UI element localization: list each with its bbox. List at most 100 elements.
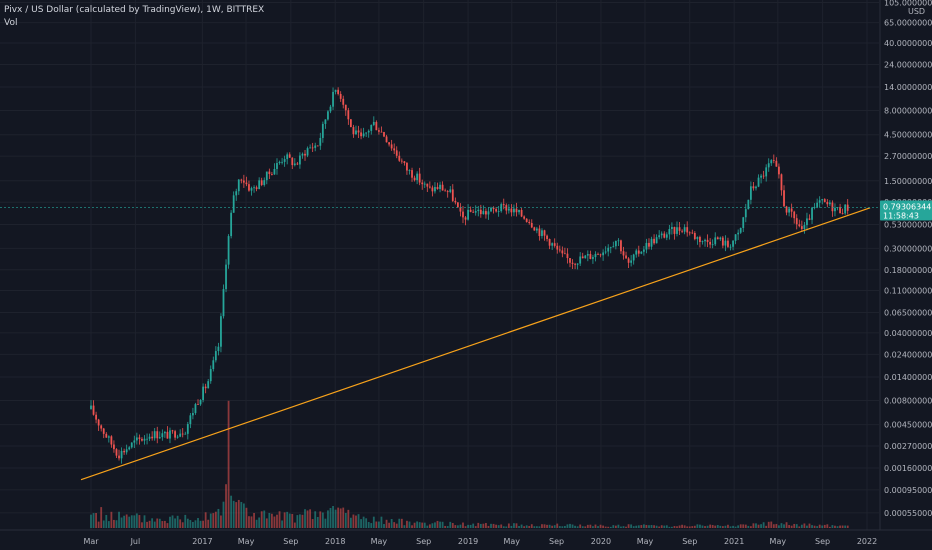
volume-bar [785,522,788,528]
candle-body [793,211,796,219]
y-tick-label: 0.18000000 [884,266,932,275]
candle-body [650,238,653,247]
volume-bar [487,525,490,528]
volume-bar [388,522,390,528]
volume-bar [123,515,126,528]
volume-bar [141,522,143,528]
candle-body [574,263,576,265]
y-tick-label: 0.00450000 [884,421,932,430]
y-tick-label: 65.00000000 [884,19,932,28]
candle-body [347,110,350,120]
candle-body [181,433,184,435]
volume-bar [161,521,164,528]
time-axis[interactable]: Mar Jul 2017 May Sep 2018 May Sep 2019 May Sep 2020… [0,529,932,546]
volume-bar [599,524,602,528]
candle-body [441,184,444,191]
volume-bar [327,510,329,528]
volume-bar [105,514,108,528]
volume-bar [811,525,813,528]
x-tick-label: Sep [283,537,298,546]
volume-bar [403,525,406,528]
volume-bar [250,516,253,528]
volume-bar [260,511,263,528]
candle-body [683,227,686,232]
candle-body [339,93,342,99]
volume-bar [306,510,309,528]
candle-body [462,211,464,218]
candle-body [737,232,740,235]
candle-body [625,255,627,259]
candle-body [283,159,286,162]
volume-bar [293,522,296,528]
volume-bar [194,520,197,528]
volume-bar [645,524,648,528]
candle-body [729,246,732,248]
volume-bar [665,525,668,528]
candle-body [113,444,115,450]
candle-body [439,184,441,190]
volume-bar [569,523,571,528]
candle-body [592,257,594,259]
candle-body [217,346,220,352]
candle-body [541,230,543,237]
candle-body [311,147,314,149]
candle-body [732,240,734,247]
candle-body [130,442,133,448]
volume-bar [607,526,610,528]
volume-bar [416,521,419,528]
candle-body [192,413,194,416]
x-tick-label: Sep [416,537,431,546]
candle-body [222,289,225,317]
candle-body [645,242,648,250]
volume-bar [270,513,273,528]
volume-bar [355,515,357,528]
symbol-title[interactable]: Pivx / US Dollar (calculated by TradingV… [4,5,265,15]
candle-body [749,186,752,200]
candle-body [620,240,622,252]
candle-body [451,189,454,201]
candle-body [92,405,95,415]
volume-bar [143,515,146,528]
volume-bar [314,511,317,528]
volume-label[interactable]: Vol [4,18,18,28]
candle-body [296,163,299,165]
candle-body [260,180,263,185]
volume-bar [630,524,633,528]
candle-body [795,218,798,225]
candle-body [321,123,324,138]
candle-body [120,450,123,459]
candle-body [174,431,176,438]
trendline[interactable] [80,207,871,481]
candle-body [158,437,161,439]
volume-bar [520,524,523,528]
volume-bar [701,525,704,528]
candle-body [637,250,640,254]
volume-bar [780,523,783,528]
candle-body [673,227,676,234]
volume-bar [589,524,592,528]
candle-body [413,177,416,181]
candle-body [839,207,841,214]
volume-bar [225,484,227,528]
volume-bar [90,514,92,528]
candle-body [194,404,197,414]
candle-body [107,436,110,438]
volume-bar [273,516,276,528]
volume-bar [767,521,770,528]
volume-bar [426,525,429,528]
volume-bar [642,524,645,528]
y-tick-label: 40.00000000 [884,39,932,48]
volume-bar [242,503,245,528]
volume-bar [844,525,847,528]
volume-bar [778,525,780,528]
candle-body [105,433,108,438]
volume-bar [691,526,694,528]
candle-body [556,245,559,250]
support-trendline[interactable] [80,207,871,481]
x-tick-label: 2019 [458,537,478,546]
x-tick-label: Mar [83,537,99,546]
volume-bar [349,517,352,528]
candle-body [505,205,508,211]
x-tick-label: May [770,537,787,546]
